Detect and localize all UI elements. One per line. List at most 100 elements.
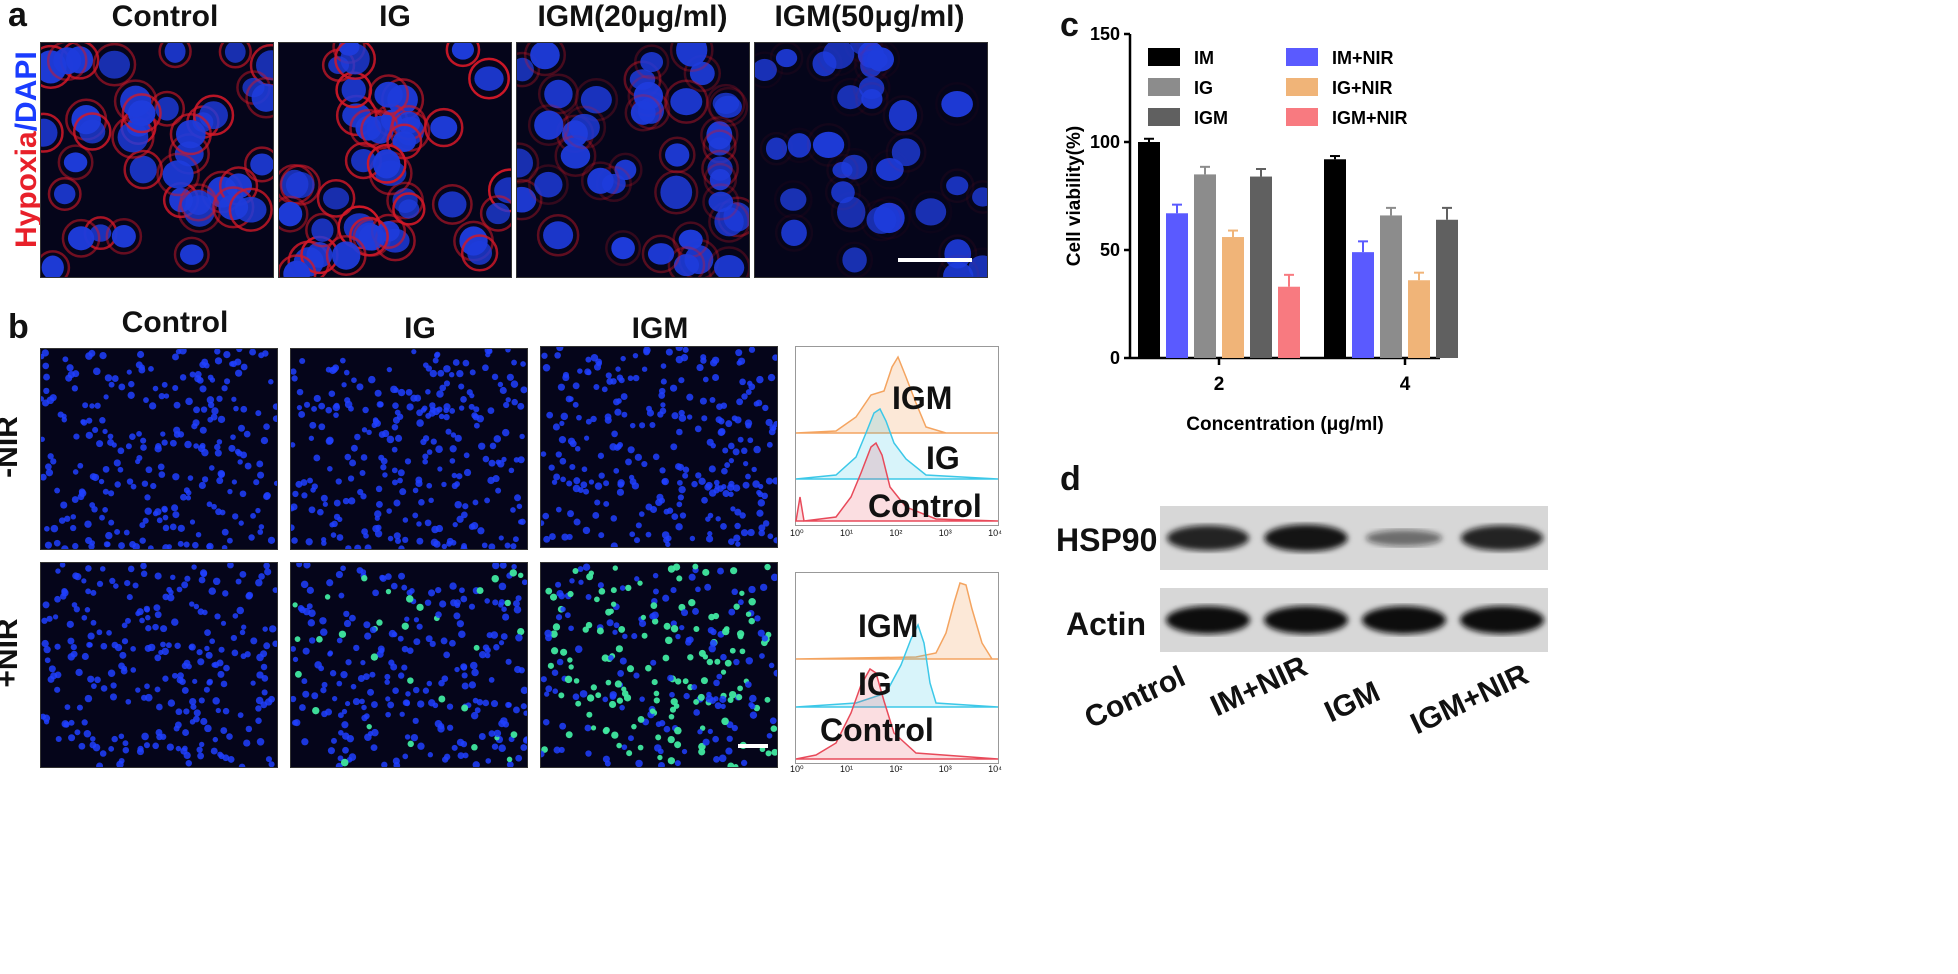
blue-nucleus bbox=[228, 444, 236, 452]
blue-nucleus bbox=[267, 536, 276, 544]
blue-nucleus bbox=[405, 388, 413, 396]
blue-nucleus bbox=[359, 470, 366, 477]
blue-nucleus bbox=[704, 583, 712, 591]
blue-nucleus bbox=[484, 349, 492, 355]
blue-nucleus bbox=[371, 701, 378, 708]
blue-nucleus bbox=[627, 375, 634, 382]
blue-nucleus bbox=[420, 438, 427, 446]
blue-nucleus bbox=[752, 480, 760, 488]
blue-nucleus bbox=[458, 405, 465, 411]
cell-cytoplasm bbox=[537, 73, 579, 115]
blue-nucleus bbox=[401, 584, 408, 591]
blue-nucleus bbox=[424, 599, 432, 606]
blue-nucleus bbox=[675, 523, 683, 531]
blue-nucleus bbox=[551, 669, 559, 677]
blue-nucleus bbox=[89, 741, 97, 749]
blue-nucleus bbox=[682, 466, 690, 473]
blue-nucleus bbox=[191, 564, 197, 570]
blue-nucleus bbox=[632, 374, 640, 382]
blue-nucleus bbox=[167, 593, 175, 602]
blue-nucleus bbox=[398, 545, 405, 549]
y-tick-label: 0 bbox=[1110, 348, 1120, 368]
blue-nucleus bbox=[429, 369, 437, 378]
blue-nucleus bbox=[698, 477, 706, 485]
blue-nucleus bbox=[772, 354, 777, 361]
blue-nucleus bbox=[221, 385, 228, 392]
blue-nucleus bbox=[108, 519, 115, 526]
blue-nucleus bbox=[557, 383, 565, 391]
blue-nucleus bbox=[239, 490, 247, 498]
blue-nucleus bbox=[147, 545, 154, 549]
blue-nucleus bbox=[737, 436, 744, 443]
blue-nucleus bbox=[542, 364, 551, 372]
blue-nucleus bbox=[129, 433, 136, 440]
blue-nucleus bbox=[493, 729, 502, 738]
blue-nucleus bbox=[387, 535, 394, 542]
blue-nucleus bbox=[737, 599, 744, 606]
blue-nucleus bbox=[421, 405, 428, 412]
blue-nucleus bbox=[309, 421, 317, 429]
green-nucleus bbox=[292, 602, 298, 608]
blue-nucleus bbox=[318, 402, 326, 410]
blue-nucleus bbox=[117, 447, 125, 455]
blue-nucleus bbox=[384, 673, 391, 680]
blue-nucleus bbox=[333, 499, 341, 507]
blue-nucleus bbox=[307, 477, 313, 484]
blue-nucleus bbox=[272, 640, 277, 647]
flow-histogram-minus-nir bbox=[795, 346, 999, 526]
green-nucleus bbox=[625, 584, 632, 592]
blue-nucleus bbox=[707, 531, 713, 537]
blue-nucleus bbox=[366, 429, 372, 436]
green-nucleus bbox=[733, 603, 740, 610]
blue-nucleus bbox=[382, 472, 388, 478]
cell-nucleus bbox=[831, 181, 855, 204]
blue-nucleus bbox=[54, 686, 61, 693]
blue-nucleus bbox=[679, 624, 685, 631]
blue-nucleus bbox=[437, 723, 445, 730]
blue-nucleus bbox=[574, 445, 581, 452]
blue-nucleus bbox=[511, 563, 517, 570]
blue-nucleus bbox=[49, 394, 57, 402]
blue-nucleus bbox=[669, 691, 675, 698]
cell-cytoplasm bbox=[279, 254, 317, 277]
blue-nucleus bbox=[250, 512, 256, 519]
blue-nucleus bbox=[568, 625, 574, 632]
blue-nucleus bbox=[47, 453, 54, 460]
cell-cytoplasm bbox=[580, 161, 620, 201]
cell-nucleus bbox=[377, 221, 400, 242]
blue-nucleus bbox=[85, 431, 93, 439]
blue-nucleus bbox=[622, 633, 628, 640]
blue-nucleus bbox=[582, 526, 591, 535]
blue-nucleus bbox=[492, 599, 499, 606]
blue-nucleus bbox=[671, 412, 679, 420]
cell-nucleus bbox=[972, 187, 987, 207]
blue-nucleus bbox=[192, 419, 200, 427]
blue-nucleus bbox=[739, 378, 746, 386]
blue-nucleus bbox=[262, 350, 269, 357]
cell-cytoplasm bbox=[392, 192, 426, 226]
blue-nucleus bbox=[110, 682, 117, 689]
blue-nucleus bbox=[629, 531, 636, 538]
blue-nucleus bbox=[678, 377, 685, 384]
blue-nucleus bbox=[80, 419, 86, 425]
blue-nucleus bbox=[572, 401, 579, 408]
blue-nucleus bbox=[686, 393, 694, 401]
blue-nucleus bbox=[152, 385, 159, 392]
blue-nucleus bbox=[715, 516, 721, 522]
blue-nucleus bbox=[519, 433, 525, 440]
wb-band bbox=[1166, 525, 1250, 551]
blue-nucleus bbox=[245, 725, 253, 733]
cell-nucleus bbox=[534, 171, 563, 198]
green-nucleus bbox=[596, 627, 604, 635]
green-nucleus bbox=[461, 704, 469, 712]
blue-nucleus bbox=[709, 397, 716, 403]
cell-nucleus bbox=[580, 86, 612, 114]
blue-nucleus bbox=[728, 442, 735, 450]
blue-nucleus bbox=[162, 544, 170, 549]
blue-nucleus bbox=[583, 488, 590, 495]
cell-nucleus bbox=[224, 43, 246, 63]
blue-nucleus bbox=[72, 572, 80, 580]
wb-strip-actin bbox=[1160, 588, 1548, 652]
blue-nucleus bbox=[43, 646, 51, 654]
blue-nucleus bbox=[579, 690, 588, 698]
